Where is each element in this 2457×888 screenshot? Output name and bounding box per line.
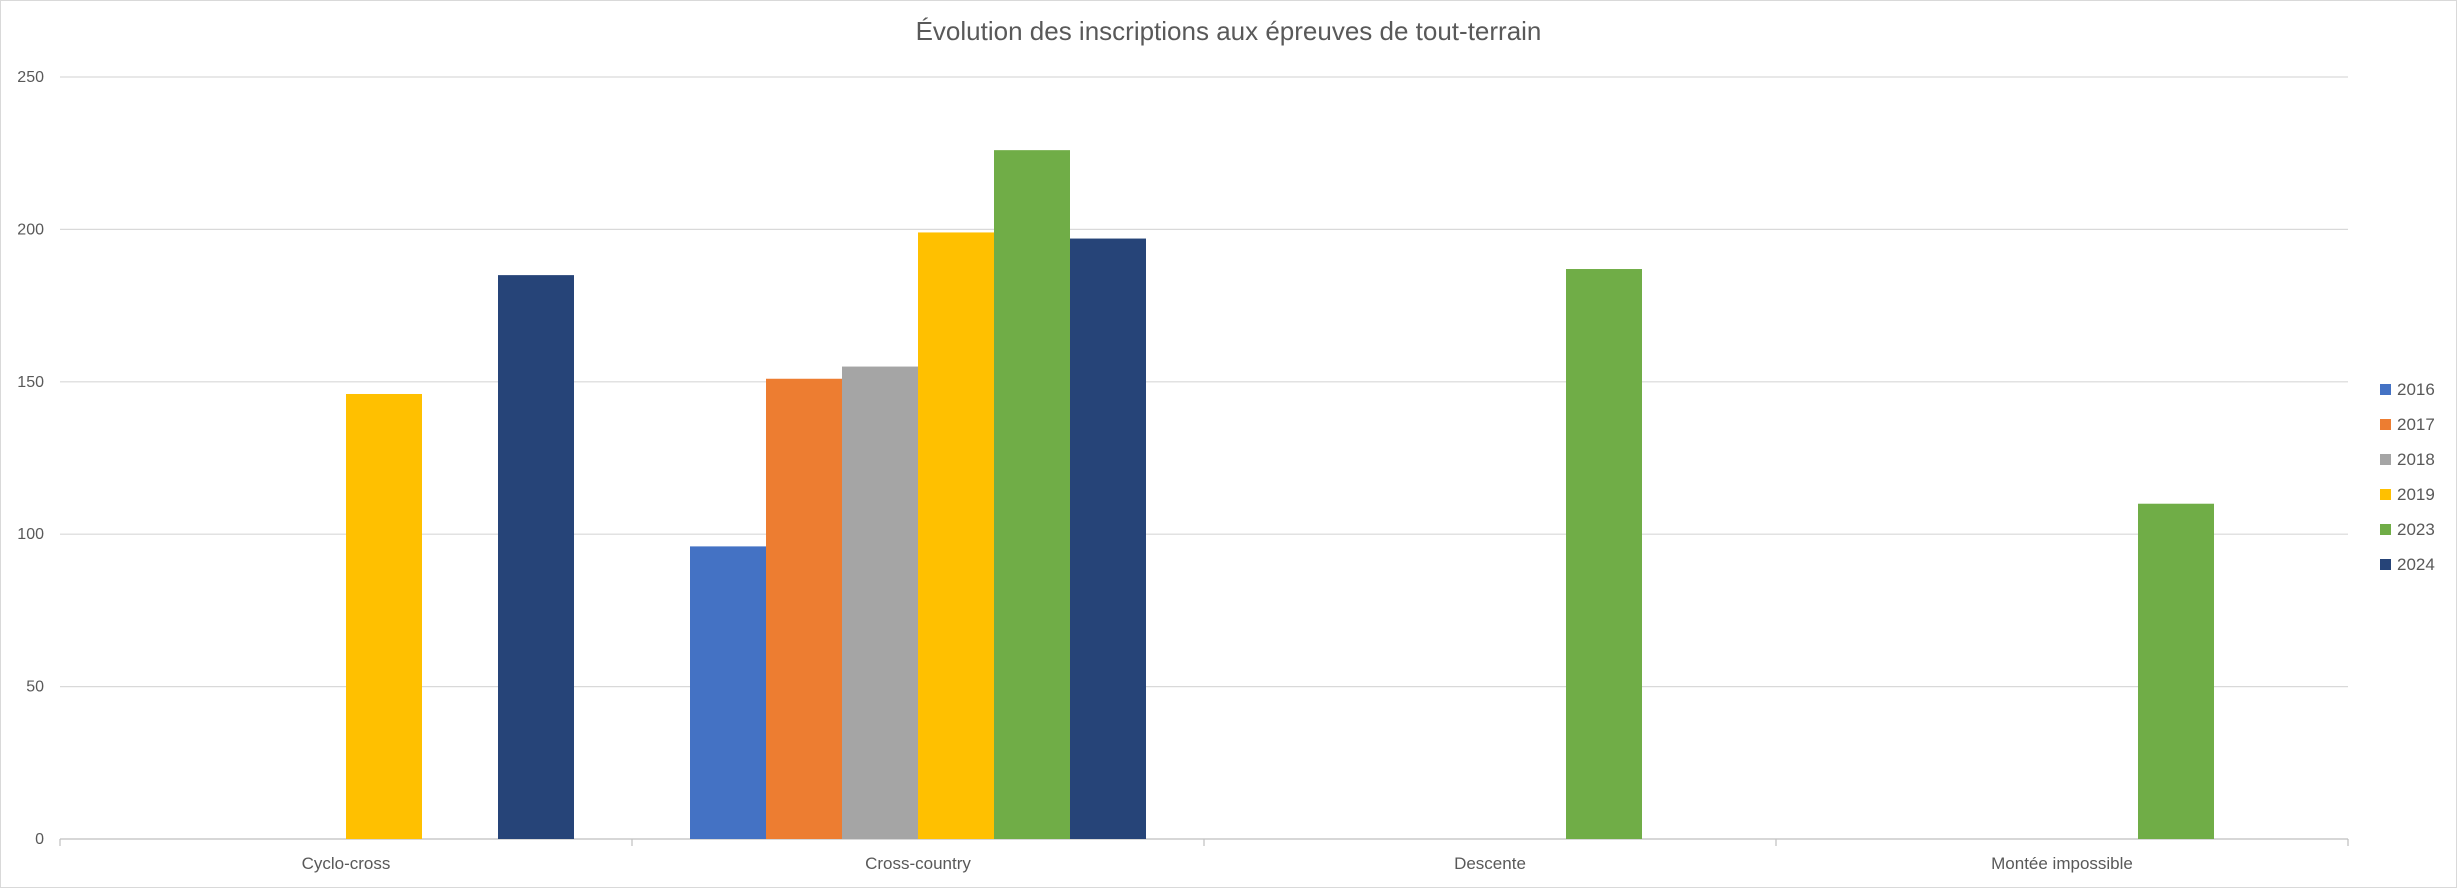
legend-swatch <box>2380 524 2391 535</box>
x-tick-label: Cyclo-cross <box>302 854 391 873</box>
x-axis: Cyclo-cross Cross-country Descente Montée i… <box>59 839 2349 873</box>
bar-2016-1 <box>690 546 766 839</box>
legend-item: 2024 <box>2380 547 2435 582</box>
bar-2024-1 <box>1070 238 1146 839</box>
y-tick-label: 0 <box>35 831 44 848</box>
y-tick-label: 50 <box>26 679 44 696</box>
legend-label: 2019 <box>2397 484 2435 504</box>
legend-label: 2023 <box>2397 519 2435 539</box>
legend-item: 2016 <box>2380 372 2435 407</box>
bar-2018-1 <box>842 366 918 839</box>
y-tick-label: 100 <box>17 526 44 543</box>
legend-swatch <box>2380 384 2391 395</box>
y-tick-label: 150 <box>17 374 44 391</box>
bars <box>346 150 2214 840</box>
y-tick-label: 250 <box>17 69 44 86</box>
legend-swatch <box>2380 559 2391 570</box>
legend-label: 2016 <box>2397 379 2435 399</box>
bar-2019-0 <box>346 393 422 839</box>
bar-2024-0 <box>498 275 574 839</box>
legend-label: 2018 <box>2397 449 2435 469</box>
legend-label: 2017 <box>2397 414 2435 434</box>
y-tick-label: 200 <box>17 221 44 238</box>
gridlines <box>60 76 2348 840</box>
bar-2019-1 <box>918 232 994 839</box>
legend-swatch <box>2380 489 2391 500</box>
x-tick-label: Cross-country <box>865 854 971 873</box>
legend-swatch <box>2380 419 2391 430</box>
bar-2023-1 <box>994 150 1070 840</box>
x-tick-label: Descente <box>1454 854 1526 873</box>
legend: 2016 2017 2018 2019 2023 2024 <box>2380 372 2435 582</box>
legend-item: 2018 <box>2380 442 2435 477</box>
legend-item: 2017 <box>2380 407 2435 442</box>
legend-swatch <box>2380 454 2391 465</box>
chart-title: Évolution des inscriptions aux épreuves … <box>915 16 1542 46</box>
legend-item: 2023 <box>2380 512 2435 547</box>
bar-2023-3 <box>2138 503 2214 839</box>
legend-item: 2019 <box>2380 477 2435 512</box>
bar-2017-1 <box>766 378 842 839</box>
legend-label: 2024 <box>2397 554 2435 574</box>
bar-2023-2 <box>1566 269 1642 839</box>
x-tick-label: Montée impossible <box>1991 854 2133 873</box>
y-axis-ticks: 0 50 100 150 200 250 <box>17 69 44 848</box>
